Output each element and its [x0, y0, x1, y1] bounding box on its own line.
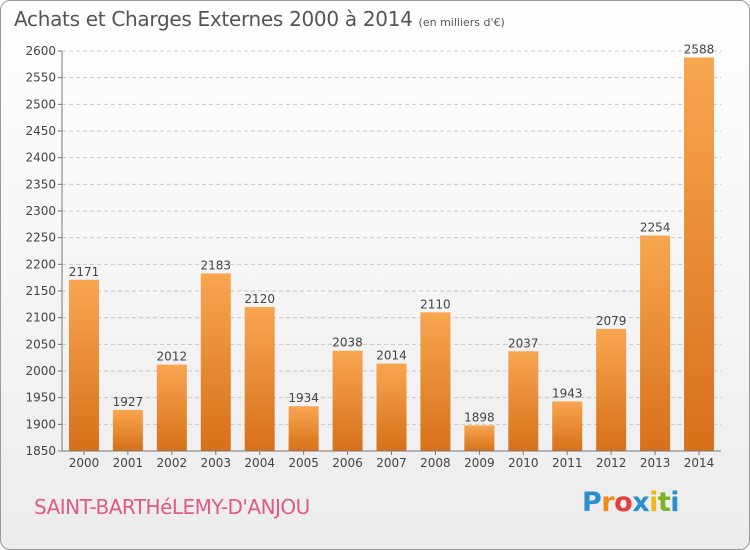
data-label: 2038 — [332, 336, 363, 350]
bar-2002 — [156, 364, 187, 451]
data-label: 1898 — [464, 410, 495, 424]
y-tick-label: 1900 — [25, 417, 56, 431]
y-tick-label: 2400 — [25, 151, 56, 165]
title-text: Achats et Charges Externes 2000 à 2014 — [14, 7, 413, 31]
x-tick-label: 2001 — [113, 456, 144, 470]
data-label: 1927 — [113, 395, 144, 409]
bar-2013 — [640, 235, 671, 451]
data-label: 2012 — [157, 350, 188, 364]
commune-name: SAINT-BARTHéLEMY-D'ANJOU — [34, 495, 310, 519]
y-tick-label: 2500 — [25, 97, 56, 111]
data-label: 1943 — [552, 386, 583, 400]
logo-letter: r — [601, 487, 615, 518]
y-tick-label: 2350 — [25, 177, 56, 191]
data-label: 2079 — [596, 314, 627, 328]
bar-2012 — [596, 328, 627, 451]
bar-2004 — [244, 307, 275, 451]
data-label: 2588 — [684, 42, 715, 56]
y-tick-label: 2600 — [25, 44, 56, 58]
bar-2009 — [464, 425, 495, 451]
x-tick-label: 2002 — [157, 456, 188, 470]
data-label: 2037 — [508, 336, 539, 350]
data-labels: 2171 1927 2012 2183 2120 1934 2038 2014 2110 1898… — [69, 42, 715, 424]
data-label: 1934 — [288, 391, 319, 405]
bar-2011 — [552, 401, 583, 451]
x-tick-label: 2014 — [684, 456, 715, 470]
bar-2000 — [68, 279, 99, 451]
data-label: 2110 — [420, 297, 451, 311]
proxiti-logo[interactable]: Proxiti — [582, 487, 680, 518]
bar-2006 — [332, 350, 363, 451]
x-tick-label: 2007 — [376, 456, 407, 470]
bar-2001 — [112, 409, 143, 451]
y-tick-label: 2050 — [25, 337, 56, 351]
x-tick-label: 2008 — [420, 456, 451, 470]
x-tick-label: 2004 — [244, 456, 275, 470]
logo-letter: P — [582, 487, 602, 518]
bar-2005 — [288, 406, 319, 451]
bars — [68, 57, 715, 452]
bar-2003 — [200, 273, 231, 451]
x-tick-label: 2000 — [69, 456, 100, 470]
bar-2007 — [376, 363, 407, 451]
x-axis-ticks: 2000 2001 2002 2003 2004 2005 2006 2007 2008 2009… — [69, 451, 715, 470]
data-label: 2254 — [640, 221, 671, 235]
logo-letter: i — [670, 487, 680, 518]
logo-letter: o — [614, 487, 633, 518]
y-tick-label: 2150 — [25, 284, 56, 298]
x-tick-label: 2011 — [552, 456, 583, 470]
y-tick-label: 2200 — [25, 257, 56, 271]
y-tick-label: 2250 — [25, 231, 56, 245]
y-tick-label: 2000 — [25, 364, 56, 378]
logo-letter: x — [632, 487, 650, 518]
y-tick-label: 1950 — [25, 391, 56, 405]
y-tick-label: 2300 — [25, 204, 56, 218]
x-tick-label: 2013 — [640, 456, 671, 470]
x-tick-label: 2005 — [288, 456, 319, 470]
data-label: 2120 — [244, 292, 275, 306]
bar-2008 — [420, 312, 451, 451]
x-tick-label: 2009 — [464, 456, 495, 470]
logo-letter: t — [657, 487, 671, 518]
chart-title: Achats et Charges Externes 2000 à 2014 (e… — [14, 7, 505, 31]
x-tick-label: 2010 — [508, 456, 539, 470]
y-tick-label: 2100 — [25, 311, 56, 325]
y-tick-label: 2550 — [25, 71, 56, 85]
x-tick-label: 2003 — [200, 456, 231, 470]
x-tick-label: 2006 — [332, 456, 363, 470]
y-tick-label: 2450 — [25, 124, 56, 138]
bar-2010 — [508, 351, 539, 451]
y-tick-label: 1850 — [25, 444, 56, 458]
data-label: 2171 — [69, 265, 100, 279]
x-tick-label: 2012 — [596, 456, 627, 470]
chart-unit: (en milliers d'€) — [418, 16, 505, 29]
bar-2014 — [684, 57, 715, 452]
data-label: 2183 — [200, 258, 231, 272]
y-axis-ticks: 1850 1900 1950 2000 2050 2100 2150 2200 2250 2300… — [25, 44, 62, 458]
data-label: 2014 — [376, 349, 407, 363]
logo-letter: i — [649, 487, 658, 518]
